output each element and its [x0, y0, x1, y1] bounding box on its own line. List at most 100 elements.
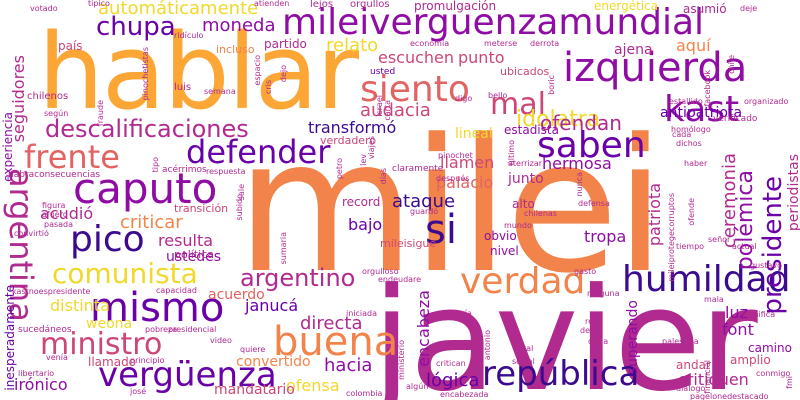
word-antipatriota: antipatriota — [660, 105, 743, 121]
word-mundo: mundo — [504, 221, 532, 230]
word-acerrimos: acérrimos — [162, 165, 207, 175]
word-estadista: estadista — [504, 123, 559, 137]
word-ajena: ajena — [614, 42, 653, 58]
word-pobreza: pobreza — [145, 325, 178, 334]
word-tiempo: tiempo — [676, 242, 705, 251]
word-palacio: palacio — [436, 173, 494, 192]
word-encabeza: encabeza — [414, 290, 433, 367]
word-ultimo: último — [507, 140, 516, 166]
word-venia: venía — [46, 353, 68, 362]
word-volveria: volvería — [440, 309, 472, 318]
word-si: si — [425, 207, 457, 253]
word-llamen: llamen — [440, 153, 495, 172]
word-transformo: transformó — [308, 118, 397, 137]
word-resulta: resulta — [158, 231, 214, 250]
word-principio: principio — [130, 356, 165, 365]
word-social: social — [512, 357, 535, 366]
word-dejo2: dejo — [279, 65, 288, 83]
word-estallido: estallido — [669, 97, 703, 106]
word-orgullos: orgullos — [350, 0, 390, 10]
word-habraconsecuencias: habraconsecuencias — [8, 170, 101, 180]
word-colombia: colombia — [346, 389, 383, 398]
word-saben: saben — [537, 125, 646, 166]
word-meterse: meterse — [484, 39, 518, 48]
word-directa: directa — [300, 313, 363, 334]
word-financial: financial — [703, 360, 712, 394]
word-ofensa: ofensa — [286, 376, 340, 395]
word-presidencial: presidencial — [168, 325, 217, 334]
word-semana: semana — [204, 87, 236, 96]
word-senor: señor — [708, 235, 731, 244]
word-real: real — [585, 317, 601, 326]
word-digo: digo — [455, 94, 473, 103]
word-endeudare: endeudare — [378, 275, 422, 284]
word-sucedaneos: sucedáneos — [18, 325, 72, 335]
word-obvio: obvio — [484, 229, 517, 243]
word-ofende: ofende — [687, 198, 696, 226]
word-critiquen: critiquen — [678, 370, 749, 389]
word-defensa: defensa — [578, 199, 610, 208]
word-hablar: hablar — [38, 11, 359, 133]
word-luis: luis — [174, 82, 192, 93]
word-fmi: fmi — [785, 376, 794, 389]
word-acuerdo: acuerdo — [208, 287, 265, 303]
word-punto: punto — [458, 48, 505, 67]
word-dialogo: diálogo — [676, 384, 706, 393]
word-carta: carta — [383, 100, 392, 121]
word-fraude: fraude — [96, 100, 105, 127]
word-hacia: hacia — [324, 355, 373, 376]
word-petro: petro — [335, 158, 344, 180]
word-buena: buena — [273, 319, 399, 365]
word-dias: días — [379, 168, 388, 185]
word-janucá: janucá — [245, 296, 299, 315]
word-verdadero: verdadero — [320, 134, 377, 147]
word-periodistas: periodistas — [786, 154, 800, 232]
word-record: record — [342, 195, 381, 209]
word-chilenos: chilenos — [27, 91, 69, 102]
word-izquierda: izquierda — [563, 45, 748, 91]
word-superando: superando — [625, 300, 641, 375]
word-gustavo: gustavo — [750, 261, 782, 270]
word-orgulloso: orgulloso — [362, 267, 399, 276]
word-pagelonedestacado: pagelonedestacado — [690, 392, 769, 400]
word-votado: votado — [30, 4, 58, 13]
word-iniciada: iniciada — [346, 309, 378, 318]
word-video: video — [210, 336, 232, 345]
word-aqui: aquí — [676, 36, 711, 55]
word-llamado: llamado — [88, 355, 137, 369]
word-chile: chile — [727, 55, 736, 74]
word-republica: república — [482, 354, 640, 394]
word-verificado: verificado — [713, 114, 758, 124]
word-actual: actual — [732, 242, 757, 251]
word-cris: cris — [264, 80, 273, 95]
word-pasada: pasada — [44, 220, 74, 229]
word-polemica: polémica — [733, 170, 758, 271]
word-nunca: nunca — [575, 172, 584, 197]
word-ustedes: ustedes — [166, 249, 222, 265]
word-chilenas: chilenas — [524, 209, 557, 218]
word-viajes: viajes — [367, 136, 376, 160]
word-bello: bello — [488, 91, 508, 100]
word-convirtio: convirtió — [14, 229, 49, 238]
word-mandatario: mandatario — [214, 382, 295, 398]
word-homologo: homólogo — [671, 125, 711, 134]
word-milei: milei — [236, 100, 666, 314]
word-descalificaciones: descalificaciones — [45, 115, 249, 143]
word-font: font — [722, 320, 754, 339]
word-atienden: atienden — [254, 0, 290, 8]
word-automaticamente: automáticamente — [98, 0, 259, 19]
word-partido: partido — [264, 37, 307, 51]
word-mismo: mismo — [90, 285, 225, 331]
word-convertido: convertido — [236, 354, 311, 370]
word-energetica: energética — [594, 0, 659, 13]
word-capacidad: capacidad — [156, 286, 197, 295]
word-mileisigue: mileisigue — [380, 237, 437, 250]
word-deje: deje — [740, 4, 758, 13]
word-asumio: asumió — [683, 2, 727, 16]
word-lineal: lineal — [455, 126, 493, 142]
word-jose: josé — [130, 387, 147, 396]
word-ministerio: ministerio — [397, 340, 406, 380]
word-andar: andar — [676, 358, 711, 372]
word-transicion: transición — [174, 202, 229, 215]
word-tipico: típico — [88, 0, 110, 8]
